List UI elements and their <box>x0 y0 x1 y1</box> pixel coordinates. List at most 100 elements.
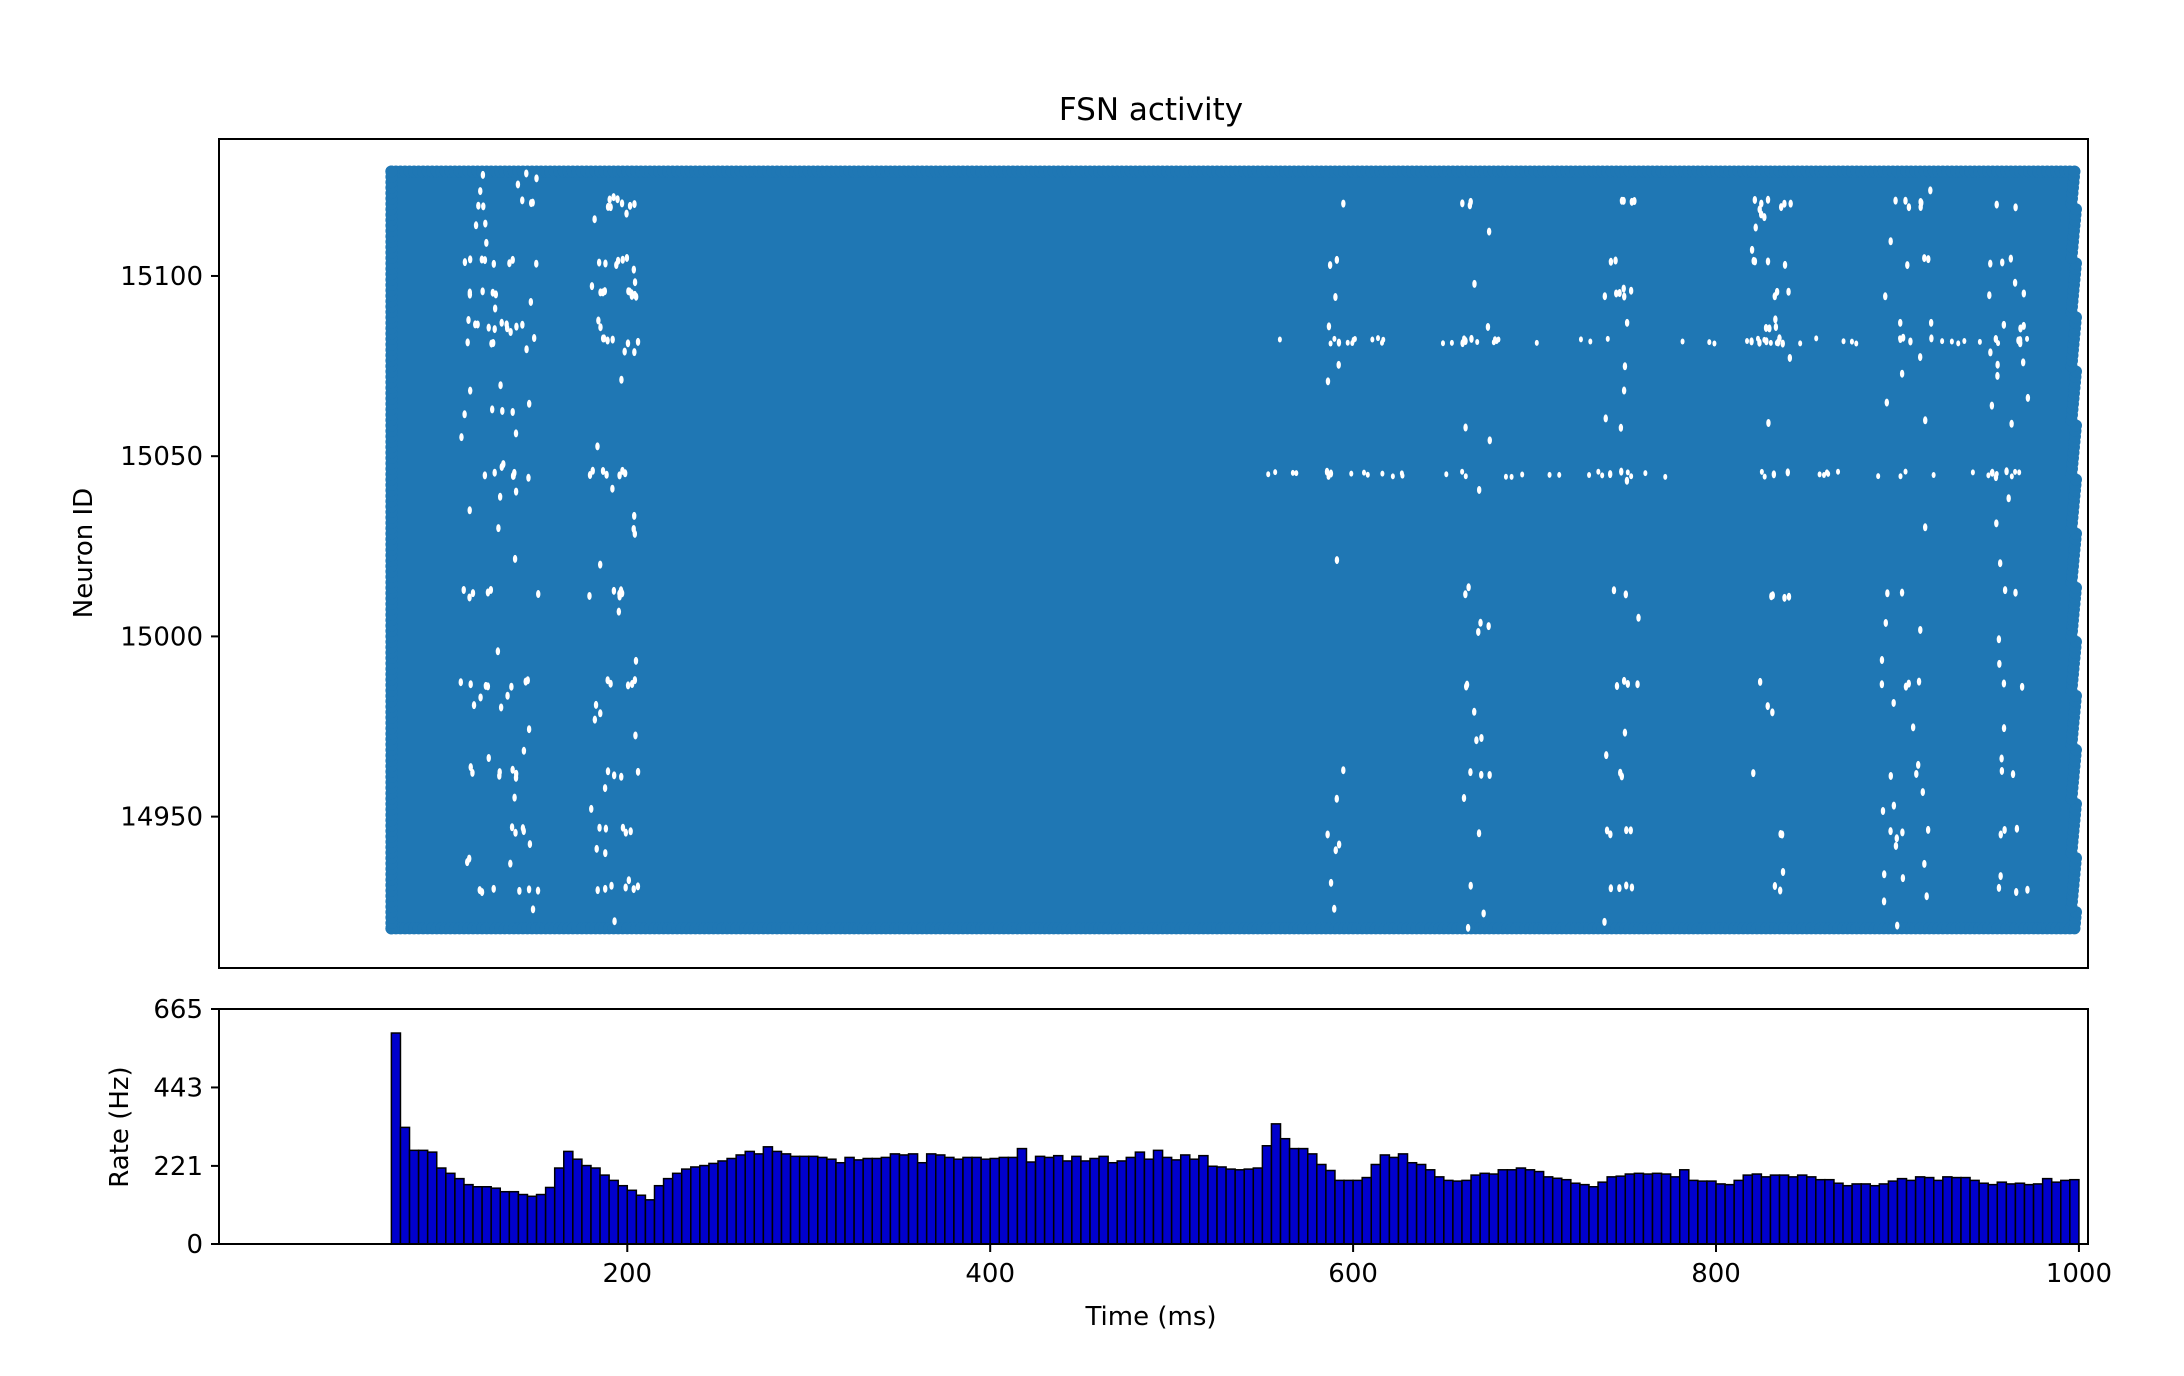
spike-gap <box>1785 468 1790 477</box>
spike-gap <box>1440 340 1445 347</box>
spike-gap <box>626 876 632 885</box>
spike-gap <box>1617 884 1622 893</box>
spike-gap <box>624 209 629 218</box>
spike-gap <box>1444 471 1449 478</box>
spike-gap <box>1905 261 1910 270</box>
spike-gap <box>1903 196 1908 205</box>
spike-gap <box>491 884 496 893</box>
spike-gap <box>1900 828 1905 837</box>
histogram-bar <box>907 1153 919 1245</box>
histogram-y-axis-label: Rate (Hz) <box>105 1066 135 1187</box>
spike-gap <box>2013 203 2018 212</box>
spike-gap <box>1351 336 1356 343</box>
spike-gap <box>1333 846 1338 855</box>
histogram-bar <box>1261 1145 1273 1245</box>
spike-gap <box>467 255 473 264</box>
spike-gap <box>1994 519 1999 528</box>
spike-gap <box>1478 618 1483 627</box>
spike-gap <box>1926 255 1931 264</box>
histogram-x-tick-label: 1000 <box>2046 1259 2112 1289</box>
histogram-bar <box>1216 1166 1227 1245</box>
spike-gap <box>1888 771 1893 780</box>
spike-gap <box>1266 471 1271 478</box>
histogram-bar <box>1198 1154 1209 1245</box>
spike-gap <box>459 433 464 442</box>
spike-gap <box>486 323 491 332</box>
histogram-bar <box>1397 1153 1409 1245</box>
spike-gap <box>603 849 608 858</box>
histogram-bar <box>1497 1169 1509 1245</box>
spike-gap <box>2020 358 2026 367</box>
histogram-bar <box>1642 1173 1654 1245</box>
spike-gap <box>592 215 597 224</box>
spike-gap <box>497 768 502 777</box>
spike-gap <box>1898 473 1903 480</box>
spike-gap <box>1752 195 1758 204</box>
spike-gap <box>1773 315 1778 324</box>
spike-gap <box>1602 917 1607 926</box>
spike-gap <box>1765 195 1771 204</box>
spike-gap <box>1876 473 1881 480</box>
histogram-bar <box>1434 1176 1445 1245</box>
raster-gaps <box>458 169 2031 932</box>
histogram-bar <box>563 1150 574 1245</box>
spike-gap <box>615 256 621 265</box>
spike-gap <box>1899 369 1905 378</box>
histogram-bar <box>1270 1123 1282 1245</box>
histogram-bar <box>1252 1167 1264 1245</box>
histogram-bar <box>744 1150 756 1245</box>
spike-gap <box>1814 335 1819 342</box>
histogram-bar <box>1388 1156 1400 1245</box>
histogram-y-ticks: 0 221 443 665 <box>153 995 219 1260</box>
spike-gap <box>628 827 633 836</box>
spike-gap <box>1987 291 1992 300</box>
spike-gap <box>1468 768 1473 777</box>
spike-gap <box>1782 199 1787 208</box>
spike-gap <box>1940 338 1945 345</box>
spike-gap <box>510 471 516 480</box>
spike-gap <box>635 882 641 891</box>
histogram-x-tick-label: 800 <box>1691 1259 1741 1289</box>
spike-gap <box>1602 292 1608 301</box>
histogram-bar <box>1107 1161 1118 1245</box>
spike-gap <box>590 466 595 475</box>
histogram-bar <box>717 1160 728 1245</box>
spike-gap <box>611 193 616 202</box>
spike-gap <box>1472 279 1477 288</box>
histogram-bar <box>753 1153 765 1245</box>
spike-gap <box>1600 472 1605 479</box>
spike-gap <box>1635 680 1640 689</box>
spike-gap <box>1879 680 1885 689</box>
spike-gap <box>2014 824 2020 833</box>
spike-gap <box>1341 766 1346 775</box>
spike-gap <box>1768 339 1773 346</box>
spike-gap <box>1826 470 1831 477</box>
spike-gap <box>1883 292 1888 301</box>
histogram-bar <box>1025 1161 1037 1245</box>
spike-gap <box>1328 340 1333 347</box>
spike-gap <box>605 336 610 345</box>
histogram-bar <box>1951 1176 1962 1245</box>
spike-gap <box>489 405 495 414</box>
spike-gap <box>486 753 491 762</box>
spike-gap <box>526 399 532 408</box>
spike-gap <box>589 282 595 291</box>
histogram-bar <box>408 1149 420 1245</box>
spike-gap <box>493 290 499 299</box>
histogram-bar <box>635 1194 647 1245</box>
histogram-bar <box>1978 1182 1989 1245</box>
spike-gap <box>1503 473 1508 480</box>
spike-gap <box>461 585 466 594</box>
spike-gap <box>595 886 600 895</box>
spike-gap <box>1327 261 1333 270</box>
spike-gap <box>531 334 537 343</box>
spike-gap <box>1986 472 1991 479</box>
spike-gap <box>1479 770 1484 779</box>
spike-gap <box>1294 470 1299 477</box>
spike-gap <box>465 858 470 867</box>
histogram-frame <box>218 1008 2089 1245</box>
spike-gap <box>1629 883 1635 892</box>
spike-gap <box>1365 471 1370 478</box>
spike-gap <box>1461 794 1467 803</box>
spike-gap <box>2008 254 2014 263</box>
